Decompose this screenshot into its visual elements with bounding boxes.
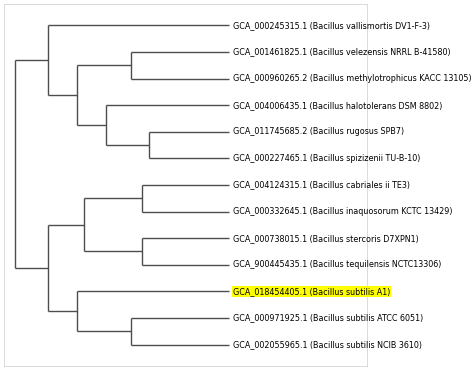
Text: GCA_900445435.1 (Bacillus tequilensis NCTC13306): GCA_900445435.1 (Bacillus tequilensis NC… (233, 260, 441, 269)
Text: GCA_000971925.1 (Bacillus subtilis ATCC 6051): GCA_000971925.1 (Bacillus subtilis ATCC … (233, 313, 423, 323)
Text: GCA_004124315.1 (Bacillus cabriales ii TE3): GCA_004124315.1 (Bacillus cabriales ii T… (233, 181, 410, 189)
Text: GCA_000227465.1 (Bacillus spizizenii TU-B-10): GCA_000227465.1 (Bacillus spizizenii TU-… (233, 154, 420, 163)
Text: GCA_002055965.1 (Bacillus subtilis NCIB 3610): GCA_002055965.1 (Bacillus subtilis NCIB … (233, 340, 422, 349)
Text: GCA_001461825.1 (Bacillus velezensis NRRL B-41580): GCA_001461825.1 (Bacillus velezensis NRR… (233, 47, 450, 57)
Text: GCA_018454405.1 (Bacillus subtilis A1): GCA_018454405.1 (Bacillus subtilis A1) (233, 287, 390, 296)
Text: GCA_000738015.1 (Bacillus stercoris D7XPN1): GCA_000738015.1 (Bacillus stercoris D7XP… (233, 234, 419, 243)
Text: GCA_000245315.1 (Bacillus vallismortis DV1-F-3): GCA_000245315.1 (Bacillus vallismortis D… (233, 21, 430, 30)
Text: GCA_000332645.1 (Bacillus inaquosorum KCTC 13429): GCA_000332645.1 (Bacillus inaquosorum KC… (233, 207, 452, 216)
Text: GCA_011745685.2 (Bacillus rugosus SPB7): GCA_011745685.2 (Bacillus rugosus SPB7) (233, 127, 404, 136)
Text: GCA_000960265.2 (Bacillus methylotrophicus KACC 13105): GCA_000960265.2 (Bacillus methylotrophic… (233, 74, 472, 83)
Text: GCA_004006435.1 (Bacillus halotolerans DSM 8802): GCA_004006435.1 (Bacillus halotolerans D… (233, 101, 442, 110)
